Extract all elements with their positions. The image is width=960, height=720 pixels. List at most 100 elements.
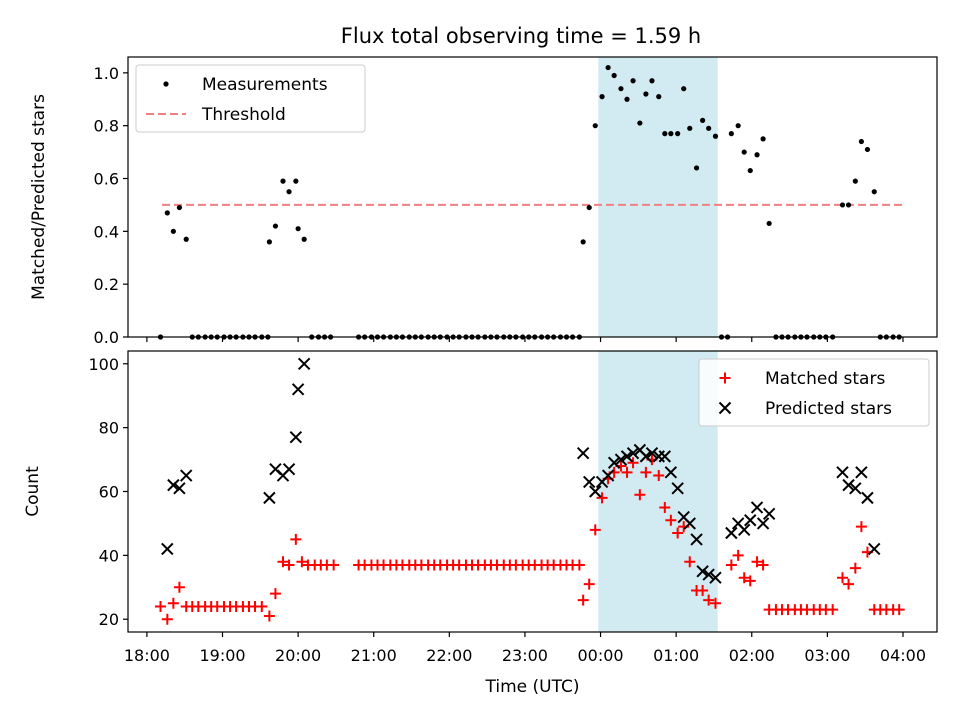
- x-tick-label: 04:00: [880, 646, 926, 665]
- data-point: [618, 86, 624, 92]
- data-point: [690, 533, 703, 546]
- legend-frame: [698, 358, 930, 427]
- data-point: [852, 178, 858, 184]
- y-tick-label: 60: [99, 483, 119, 502]
- data-point: [756, 517, 770, 530]
- data-point: [849, 482, 862, 495]
- data-point: [760, 136, 766, 142]
- data-point: [706, 125, 712, 131]
- legend-label: Matched stars: [765, 369, 885, 389]
- data-point: [266, 239, 272, 245]
- data-point: [649, 78, 655, 84]
- data-point: [582, 475, 596, 489]
- data-point: [576, 446, 590, 460]
- data-point: [621, 466, 633, 478]
- legend-marker: [163, 81, 169, 87]
- data-point: [161, 542, 174, 556]
- y-tick-label: 0.6: [94, 170, 119, 189]
- x-tick-label: 03:00: [804, 646, 850, 665]
- data-point: [269, 588, 281, 600]
- data-point: [843, 578, 855, 590]
- data-point: [709, 571, 722, 584]
- data-point: [665, 514, 677, 526]
- data-point: [855, 521, 867, 533]
- data-point: [728, 131, 734, 137]
- data-point: [286, 189, 292, 195]
- data-point: [747, 167, 753, 174]
- data-point: [681, 86, 687, 92]
- data-point: [732, 549, 744, 561]
- y-tick-label: 0.4: [94, 222, 119, 241]
- y-tick-label: 100: [88, 355, 119, 374]
- data-point: [167, 597, 179, 609]
- data-point: [627, 457, 639, 469]
- top-y-axis-label: Matched/Predicted stars: [29, 94, 49, 300]
- x-axis-label: Time (UTC): [485, 677, 580, 697]
- data-point: [744, 575, 756, 587]
- data-point: [672, 527, 684, 539]
- top-shaded-span: [598, 57, 718, 337]
- data-point: [328, 559, 340, 571]
- data-point: [738, 572, 750, 584]
- data-point: [754, 152, 760, 158]
- data-point: [599, 94, 605, 100]
- data-point: [277, 556, 289, 568]
- data-point: [725, 559, 737, 571]
- legend-frame: [135, 64, 366, 133]
- data-point: [725, 526, 738, 540]
- data-point: [173, 581, 185, 593]
- data-point: [709, 597, 721, 609]
- data-point: [256, 600, 268, 612]
- data-point: [589, 524, 601, 536]
- x-tick-label: 01:00: [653, 646, 699, 665]
- data-point: [864, 146, 871, 153]
- data-point: [577, 594, 589, 606]
- data-point: [653, 470, 665, 482]
- data-point: [263, 491, 276, 505]
- data-point: [645, 446, 659, 460]
- data-point: [639, 450, 653, 463]
- x-tick-label: 23:00: [502, 646, 548, 665]
- data-point: [176, 204, 183, 211]
- data-point: [766, 220, 772, 227]
- x-tick-label: 20:00: [275, 646, 321, 665]
- data-point: [573, 559, 585, 571]
- top-legend: Measurements Threshold: [135, 64, 366, 133]
- x-tick-label: 00:00: [577, 646, 623, 665]
- top-series-measurements: [157, 64, 902, 340]
- data-point: [589, 485, 602, 498]
- data-point: [693, 165, 700, 171]
- data-point: [164, 210, 170, 216]
- data-point: [620, 450, 634, 463]
- top-panel: 0.0 0.2 0.4 0.6 0.8 1.0 Matched/Predicted star…: [29, 56, 938, 347]
- data-point: [757, 559, 769, 571]
- data-point: [614, 453, 628, 466]
- data-point: [751, 556, 763, 568]
- y-tick-label: 1.0: [94, 64, 119, 83]
- data-point: [605, 64, 611, 71]
- data-point: [592, 123, 598, 129]
- data-point: [634, 489, 646, 501]
- data-point: [687, 125, 693, 131]
- data-point: [744, 514, 757, 527]
- data-point: [297, 357, 311, 370]
- legend-label: Predicted stars: [765, 399, 892, 419]
- data-point: [696, 565, 709, 578]
- data-point: [296, 556, 308, 568]
- bottom-series-predicted-stars: [161, 357, 881, 584]
- data-point: [643, 91, 649, 97]
- data-point: [741, 149, 747, 155]
- legend-marker: [719, 372, 731, 384]
- data-point: [290, 533, 302, 545]
- data-point: [871, 189, 877, 195]
- x-tick-label: 22:00: [426, 646, 472, 665]
- data-point: [280, 178, 286, 184]
- data-point: [659, 501, 671, 513]
- data-point: [712, 133, 719, 139]
- data-point: [173, 482, 186, 495]
- data-point: [586, 204, 592, 211]
- data-point: [836, 466, 849, 479]
- data-point: [161, 613, 173, 625]
- y-tick-label: 0.2: [94, 275, 119, 294]
